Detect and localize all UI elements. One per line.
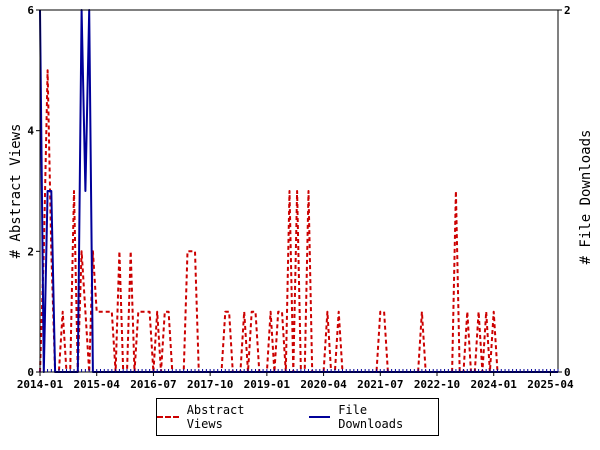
plot-frame xyxy=(39,9,559,373)
legend-swatch-file-downloads xyxy=(308,416,331,418)
x-axis-ticks: 2014-01 2015-04 2016-07 2017-10 2019-01 2020-… xyxy=(17,369,574,391)
legend-item-file-downloads: File Downloads xyxy=(308,403,439,431)
plot-series xyxy=(39,9,558,373)
y-left-axis-title: # Abstract Views xyxy=(8,124,24,259)
x-tick-label: 2022-10 xyxy=(414,378,460,391)
x-tick-label: 2017-10 xyxy=(187,378,233,391)
x-tick-label: 2020-04 xyxy=(300,378,347,391)
y-left-tick-label: 2 xyxy=(27,245,34,258)
series-line-abstract-views xyxy=(39,69,558,373)
legend-label-file-downloads: File Downloads xyxy=(338,403,404,431)
x-tick-label: 2019-01 xyxy=(244,378,291,391)
y-left-tick-label: 6 xyxy=(27,4,34,17)
y-right-tick-label: 2 xyxy=(564,4,571,17)
x-tick-label: 2014-01 xyxy=(17,378,64,391)
x-tick-label: 2021-07 xyxy=(357,378,403,391)
y-right-tick-label: 0 xyxy=(564,366,571,379)
y-right-axis-title: # File Downloads xyxy=(578,130,594,265)
x-tick-label: 2024-01 xyxy=(471,378,518,391)
legend: Abstract Views File Downloads xyxy=(156,398,439,436)
legend-item-abstract-views: Abstract Views xyxy=(157,403,287,431)
y-left-tick-label: 4 xyxy=(27,125,34,138)
legend-swatch-abstract-views xyxy=(157,416,179,418)
x-tick-label: 2025-04 xyxy=(527,378,574,391)
x-tick-label: 2015-04 xyxy=(74,378,121,391)
legend-label-abstract-views: Abstract Views xyxy=(186,403,245,431)
y-left-axis-ticks: 0 2 4 6 xyxy=(27,4,40,379)
y-left-tick-label: 0 xyxy=(27,366,34,379)
x-tick-label: 2016-07 xyxy=(130,378,176,391)
y-right-axis-ticks: 02 xyxy=(558,4,571,379)
